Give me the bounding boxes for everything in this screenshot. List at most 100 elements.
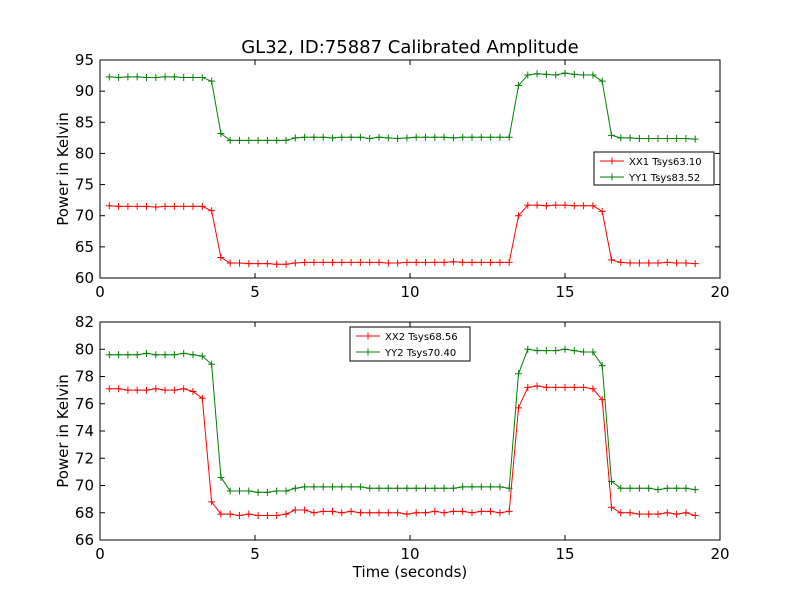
data-point-marker xyxy=(468,133,476,141)
data-point-marker xyxy=(691,260,699,268)
data-point-marker xyxy=(626,484,634,492)
data-point-marker xyxy=(254,511,262,519)
data-point-marker xyxy=(487,507,495,515)
data-point-marker xyxy=(654,259,662,267)
data-point-marker xyxy=(673,134,681,142)
data-point-marker xyxy=(608,131,615,139)
x-tick-label: 5 xyxy=(250,545,260,563)
data-point-marker xyxy=(329,483,336,491)
data-point-marker xyxy=(552,383,560,391)
data-point-marker xyxy=(673,484,681,492)
data-point-marker xyxy=(133,386,141,394)
data-point-marker xyxy=(356,509,364,517)
data-point-marker xyxy=(477,258,485,266)
data-point-marker xyxy=(449,258,457,266)
legend-swatch-marker xyxy=(364,332,372,340)
y-tick-label: 95 xyxy=(75,51,94,69)
data-point-marker xyxy=(245,136,253,144)
data-point-marker xyxy=(394,509,402,517)
y-tick-label: 85 xyxy=(75,113,94,131)
data-point-marker xyxy=(217,473,225,481)
data-point-marker xyxy=(254,260,262,268)
data-point-marker xyxy=(533,201,541,209)
x-tick-label: 15 xyxy=(555,283,574,301)
data-point-marker xyxy=(198,73,206,81)
bottom-axis-ticks: 0 5 10 15 20 66 68 70 72 74 76 78 80 82 xyxy=(75,313,730,563)
data-point-marker xyxy=(226,510,234,518)
data-point-marker xyxy=(161,386,169,394)
data-point-marker xyxy=(515,82,522,90)
x-tick-label: 10 xyxy=(400,283,419,301)
data-point-marker xyxy=(580,383,588,391)
data-point-marker xyxy=(105,351,113,359)
data-point-marker xyxy=(236,487,243,495)
data-point-marker xyxy=(608,503,615,511)
data-point-marker xyxy=(310,258,318,266)
data-point-marker xyxy=(505,258,513,266)
data-point-marker xyxy=(617,509,625,517)
data-point-marker xyxy=(217,129,225,137)
data-point-marker xyxy=(626,259,634,267)
series-line-xx2 xyxy=(109,385,696,516)
data-point-marker xyxy=(291,484,299,492)
data-point-marker xyxy=(366,134,374,142)
data-point-marker xyxy=(533,70,541,78)
data-point-marker xyxy=(208,498,216,506)
data-point-marker xyxy=(645,510,653,518)
data-point-marker xyxy=(561,201,569,209)
data-point-marker xyxy=(682,259,690,267)
data-point-marker xyxy=(189,387,197,395)
data-point-marker xyxy=(663,258,671,266)
data-point-marker xyxy=(533,347,541,355)
data-point-marker xyxy=(645,259,653,267)
data-point-marker xyxy=(682,509,690,517)
data-point-marker xyxy=(394,259,402,267)
data-point-marker xyxy=(115,73,123,81)
legend-box xyxy=(349,326,471,362)
data-point-marker xyxy=(291,259,299,267)
data-point-marker xyxy=(301,506,309,514)
data-point-marker xyxy=(440,484,448,492)
data-point-marker xyxy=(542,70,550,78)
data-point-marker xyxy=(496,509,504,517)
data-point-marker xyxy=(431,484,439,492)
series-line-yy1 xyxy=(109,72,696,141)
data-point-marker xyxy=(598,207,606,215)
bottom-x-axis-label: Time (seconds) xyxy=(352,563,468,581)
data-point-marker xyxy=(654,486,662,494)
legend-label: YY2 Tsys70.40 xyxy=(384,348,456,359)
data-point-marker xyxy=(617,484,625,492)
data-point-marker xyxy=(338,483,346,491)
data-point-marker xyxy=(180,202,188,210)
data-point-marker xyxy=(124,73,132,81)
data-point-marker xyxy=(217,253,225,261)
y-tick-label: 74 xyxy=(75,422,94,440)
data-point-marker xyxy=(291,506,299,514)
data-point-marker xyxy=(598,362,606,370)
data-point-marker xyxy=(170,351,178,359)
data-point-marker xyxy=(189,73,197,81)
x-tick-label: 10 xyxy=(400,545,419,563)
data-point-marker xyxy=(105,73,113,81)
legend-box xyxy=(593,151,715,186)
data-point-marker xyxy=(691,486,699,494)
data-point-marker xyxy=(542,202,550,210)
data-point-marker xyxy=(263,260,271,268)
data-point-marker xyxy=(282,510,290,518)
legend-swatch-marker xyxy=(364,348,372,356)
data-point-marker xyxy=(170,202,178,210)
data-point-marker xyxy=(487,483,495,491)
legend-swatch-marker xyxy=(608,157,616,165)
data-point-marker xyxy=(254,136,262,144)
data-point-marker xyxy=(152,385,160,393)
data-point-marker xyxy=(477,483,485,491)
data-point-marker xyxy=(375,509,383,517)
data-point-marker xyxy=(170,73,178,81)
legend-label: XX2 Tsys68.56 xyxy=(385,332,458,343)
data-point-marker xyxy=(263,136,271,144)
data-point-marker xyxy=(691,511,699,519)
data-point-marker xyxy=(403,484,411,492)
data-point-marker xyxy=(617,258,625,266)
data-point-marker xyxy=(245,487,253,495)
